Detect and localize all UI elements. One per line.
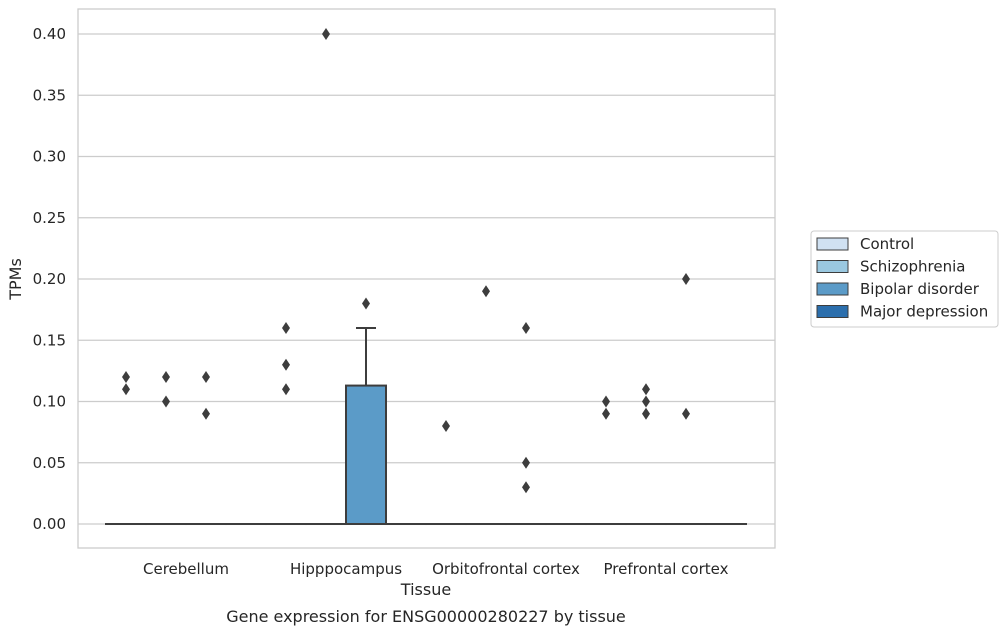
y-tick-labels: 0.00 0.05 0.10 0.15 0.20 0.25 0.30 0.35 0.40 <box>33 25 66 533</box>
y-tick-label: 0.05 <box>33 454 66 472</box>
outlier-point <box>642 407 650 420</box>
outlier-point <box>642 383 650 396</box>
box-groups <box>105 327 747 526</box>
y-tick-label: 0.00 <box>33 515 66 533</box>
outlier-point <box>522 322 530 334</box>
outlier-point <box>682 407 690 420</box>
y-axis-title: TPMs <box>6 258 25 301</box>
legend: Control Schizophrenia Bipolar disorder Majo… <box>810 230 999 328</box>
outlier-point <box>282 322 290 334</box>
y-tick-label: 0.40 <box>33 25 66 43</box>
legend-label: Schizophrenia <box>860 258 965 276</box>
legend-swatch <box>816 282 849 296</box>
outlier-point <box>362 297 370 310</box>
outlier-point <box>162 395 170 408</box>
gridlines <box>78 33 775 525</box>
x-tick-label: Hipppocampus <box>290 560 402 578</box>
legend-label: Bipolar disorder <box>860 280 980 298</box>
box-body <box>345 384 387 526</box>
y-tick-label: 0.10 <box>33 393 66 411</box>
y-tick-label: 0.25 <box>33 209 66 227</box>
legend-swatch <box>816 305 849 318</box>
outlier-point <box>282 358 290 371</box>
x-tick-labels: Cerebellum Hipppocampus Orbitofrontal cort… <box>143 560 729 578</box>
outlier-point <box>682 273 690 285</box>
y-tick-label: 0.35 <box>33 86 66 104</box>
box-2-1 <box>345 327 387 526</box>
outlier-point <box>122 371 130 383</box>
outlier-point <box>602 395 610 408</box>
x-tick-label: Prefrontal cortex <box>604 560 729 578</box>
outlier-point <box>442 420 450 432</box>
chart-caption: Gene expression for ENSG00000280227 by t… <box>226 607 626 626</box>
y-tick-label: 0.15 <box>33 331 66 349</box>
outlier-point <box>602 407 610 420</box>
legend-label: Major depression <box>860 303 988 321</box>
y-tick-label: 0.30 <box>33 148 66 166</box>
x-axis-title: Tissue <box>400 580 451 599</box>
x-tick-label: Cerebellum <box>143 560 229 578</box>
outlier-point <box>162 371 170 383</box>
outlier-point <box>522 481 530 494</box>
outlier-point <box>202 407 210 420</box>
outlier-point <box>642 395 650 408</box>
outlier-markers <box>122 28 690 494</box>
plot-frame <box>77 8 776 549</box>
x-tick-label: Orbitofrontal cortex <box>432 560 580 578</box>
outlier-point <box>122 383 130 396</box>
legend-frame <box>810 230 999 328</box>
outlier-point <box>522 456 530 469</box>
legend-label: Control <box>860 235 914 253</box>
y-tick-label: 0.20 <box>33 270 66 288</box>
outlier-point <box>202 371 210 383</box>
outlier-point <box>282 383 290 396</box>
outlier-point <box>482 285 490 298</box>
legend-swatch <box>816 260 849 273</box>
outlier-point <box>322 28 330 40</box>
legend-swatch <box>816 237 849 251</box>
